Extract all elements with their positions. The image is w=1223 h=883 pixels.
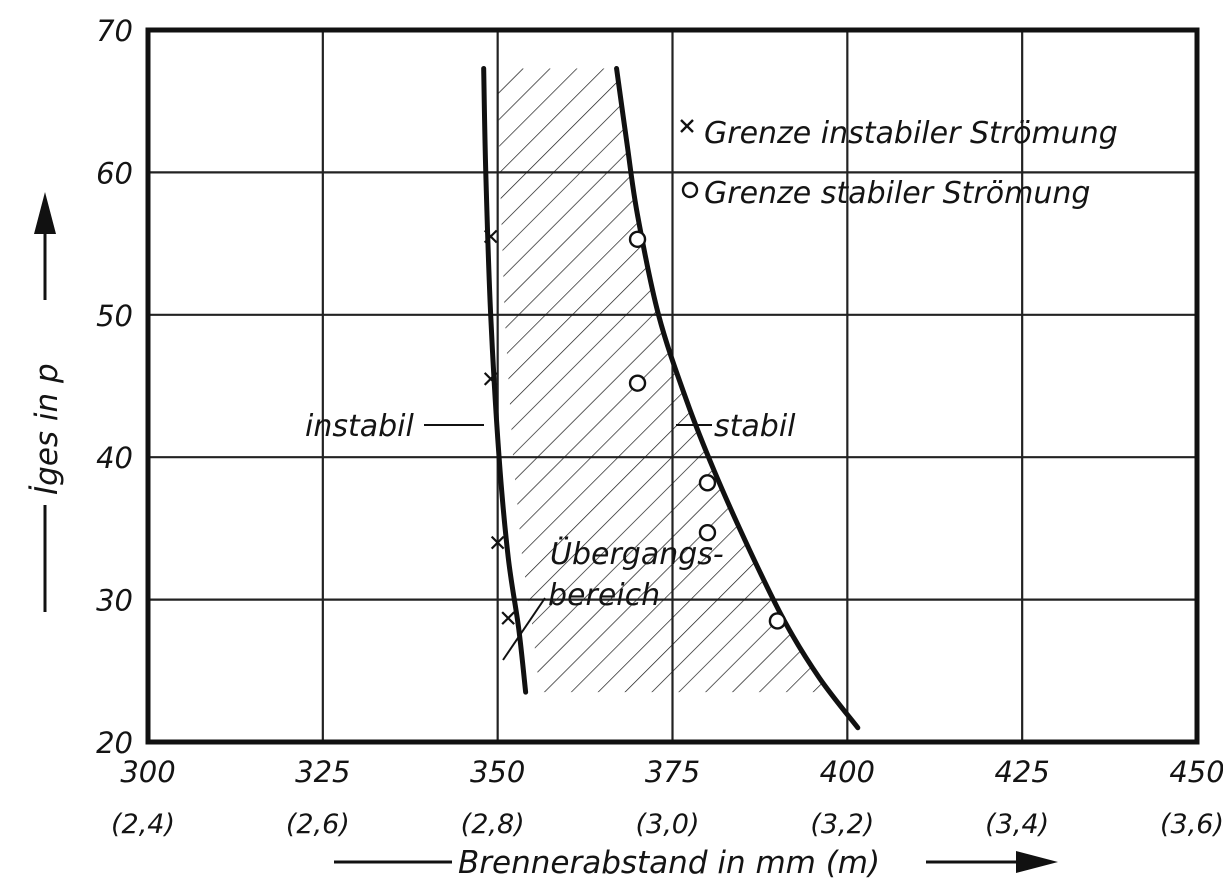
x-tick-label-secondary: (3,6) <box>1160 809 1223 840</box>
instabil-label: instabil <box>305 409 415 444</box>
legend-x-marker-icon <box>680 119 694 133</box>
x-tick-label: 300 <box>120 755 175 789</box>
data-markers <box>483 229 787 630</box>
x-tick-label: 425 <box>994 755 1049 789</box>
y-axis-label: İges in p <box>29 363 65 495</box>
legend: Grenze instabiler Strömung Grenze stabil… <box>680 116 1118 211</box>
x-marker <box>490 535 505 550</box>
x-tick-label: 350 <box>470 755 525 789</box>
x-tick-label: 400 <box>820 755 875 789</box>
y-tick-label: 30 <box>96 584 133 618</box>
x-axis-label: Brennerabstand in mm (m) <box>458 845 880 881</box>
bereich-leader-line <box>502 597 546 661</box>
x-tick-label-secondary: (2,8) <box>461 809 525 840</box>
legend-label-instabil: Grenze instabiler Strömung <box>704 116 1118 151</box>
uebergangs-label-line1: Übergangs- <box>550 536 724 572</box>
tick-labels: 300 (2,4) 325 (2,6) 350 (2,8) 375 (3,0) 400 (3,2)… <box>96 14 1223 840</box>
y-tick-label: 50 <box>96 299 133 333</box>
x-axis-title: Brennerabstand in mm (m) <box>334 845 1058 881</box>
x-axis-arrow-head-icon <box>1016 851 1058 873</box>
y-tick-label: 70 <box>96 14 133 48</box>
legend-label-stabil: Grenze stabiler Strömung <box>704 176 1090 211</box>
x-tick-label-secondary: (3,2) <box>810 809 874 840</box>
circle-marker <box>768 612 787 630</box>
x-tick-label-secondary: (2,4) <box>111 809 175 840</box>
stabil-label: stabil <box>714 409 796 444</box>
circle-marker <box>698 474 717 492</box>
x-tick-label-secondary: (2,6) <box>286 809 350 840</box>
instabil-boundary-curve <box>481 65 529 695</box>
x-marker <box>483 372 498 386</box>
transition-region-hatch <box>497 68 827 693</box>
uebergangs-label-line2: bereich <box>548 578 660 613</box>
x-tick-label: 450 <box>1169 755 1223 789</box>
y-axis-title: İges in p <box>29 192 65 612</box>
circle-marker <box>628 230 647 249</box>
x-tick-label-secondary: (3,0) <box>635 809 699 840</box>
x-tick-label-secondary: (3,4) <box>985 809 1049 840</box>
circle-marker <box>628 374 647 392</box>
circle-marker <box>698 523 717 542</box>
x-tick-label: 375 <box>645 755 700 789</box>
x-marker <box>501 611 515 625</box>
legend-circle-marker-icon <box>681 181 699 199</box>
x-marker <box>483 229 498 244</box>
y-tick-label: 40 <box>96 441 133 475</box>
y-tick-label: 20 <box>96 726 133 760</box>
x-tick-label: 325 <box>295 755 350 789</box>
y-axis-arrow-head-icon <box>34 192 56 234</box>
plot-frame <box>145 27 1200 745</box>
y-tick-label: 60 <box>96 156 133 190</box>
